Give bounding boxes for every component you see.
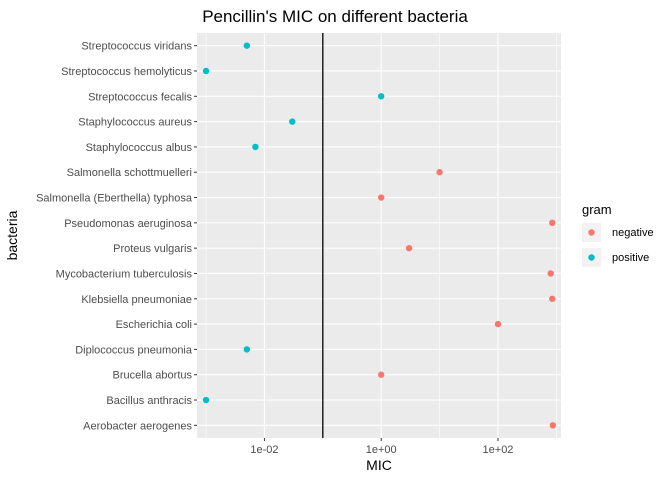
y-tick-label: Staphylococcus albus <box>86 142 193 154</box>
data-point <box>549 295 556 302</box>
y-tick-label: Staphylococcus aureus <box>78 117 192 129</box>
data-points <box>202 42 557 429</box>
y-tick-label: Salmonella (Eberthella) typhosa <box>36 193 193 205</box>
y-axis-title: bacteria <box>4 210 20 260</box>
data-point <box>549 219 556 227</box>
y-tick-label: Streptococcus viridans <box>81 41 192 53</box>
y-tick-label: Klebsiella pneumoniae <box>81 294 192 306</box>
data-point <box>405 244 413 252</box>
y-tick-label: Diplococcus pneumonia <box>75 344 193 356</box>
x-tick-label: 1e+00 <box>366 444 397 456</box>
y-tick-label: Bacillus anthracis <box>106 395 192 407</box>
legend: gram negative positive <box>582 202 654 267</box>
data-point <box>436 169 443 176</box>
chart-title: Pencillin's MIC on different bacteria <box>202 7 468 26</box>
legend-key-negative <box>588 229 595 236</box>
data-point <box>243 42 251 49</box>
legend-key-positive <box>588 254 595 261</box>
x-axis-title: MIC <box>366 457 392 473</box>
y-tick-label: Streptococcus fecalis <box>88 91 192 103</box>
plot-panel <box>197 33 561 438</box>
data-point <box>202 396 210 404</box>
y-axis-ticks: Aerobacter aerogenes Bacillus anthracis Br… <box>36 41 197 432</box>
data-point <box>547 270 554 277</box>
y-tick-label: Aerobacter aerogenes <box>83 420 192 432</box>
data-point <box>289 118 296 125</box>
y-tick-label: Salmonella schottmuelleri <box>67 167 192 179</box>
data-point <box>202 67 210 75</box>
data-point <box>494 320 502 328</box>
y-tick-label: Escherichia coli <box>116 319 192 331</box>
x-axis-ticks: 1e-02 1e+00 1e+02 <box>250 438 513 456</box>
grid-lines <box>197 33 561 438</box>
y-tick-label: Streptococcus hemolyticus <box>61 66 192 78</box>
y-tick-label: Mycobacterium tuberculosis <box>56 268 193 280</box>
legend-title: gram <box>582 202 612 217</box>
y-tick-label: Brucella abortus <box>113 370 193 382</box>
y-tick-label: Proteus vulgaris <box>113 243 192 255</box>
y-tick-label: Pseudomonas aeruginosa <box>64 218 193 230</box>
data-point <box>252 143 259 151</box>
legend-label-positive: positive <box>612 252 649 264</box>
legend-label-negative: negative <box>612 227 654 239</box>
data-point <box>243 346 251 353</box>
data-point <box>378 93 385 100</box>
data-point <box>549 422 557 429</box>
data-point <box>378 194 385 201</box>
x-tick-label: 1e-02 <box>250 444 278 456</box>
x-tick-label: 1e+02 <box>483 444 514 456</box>
data-point <box>378 371 385 378</box>
legend-items: negative positive <box>582 223 654 267</box>
